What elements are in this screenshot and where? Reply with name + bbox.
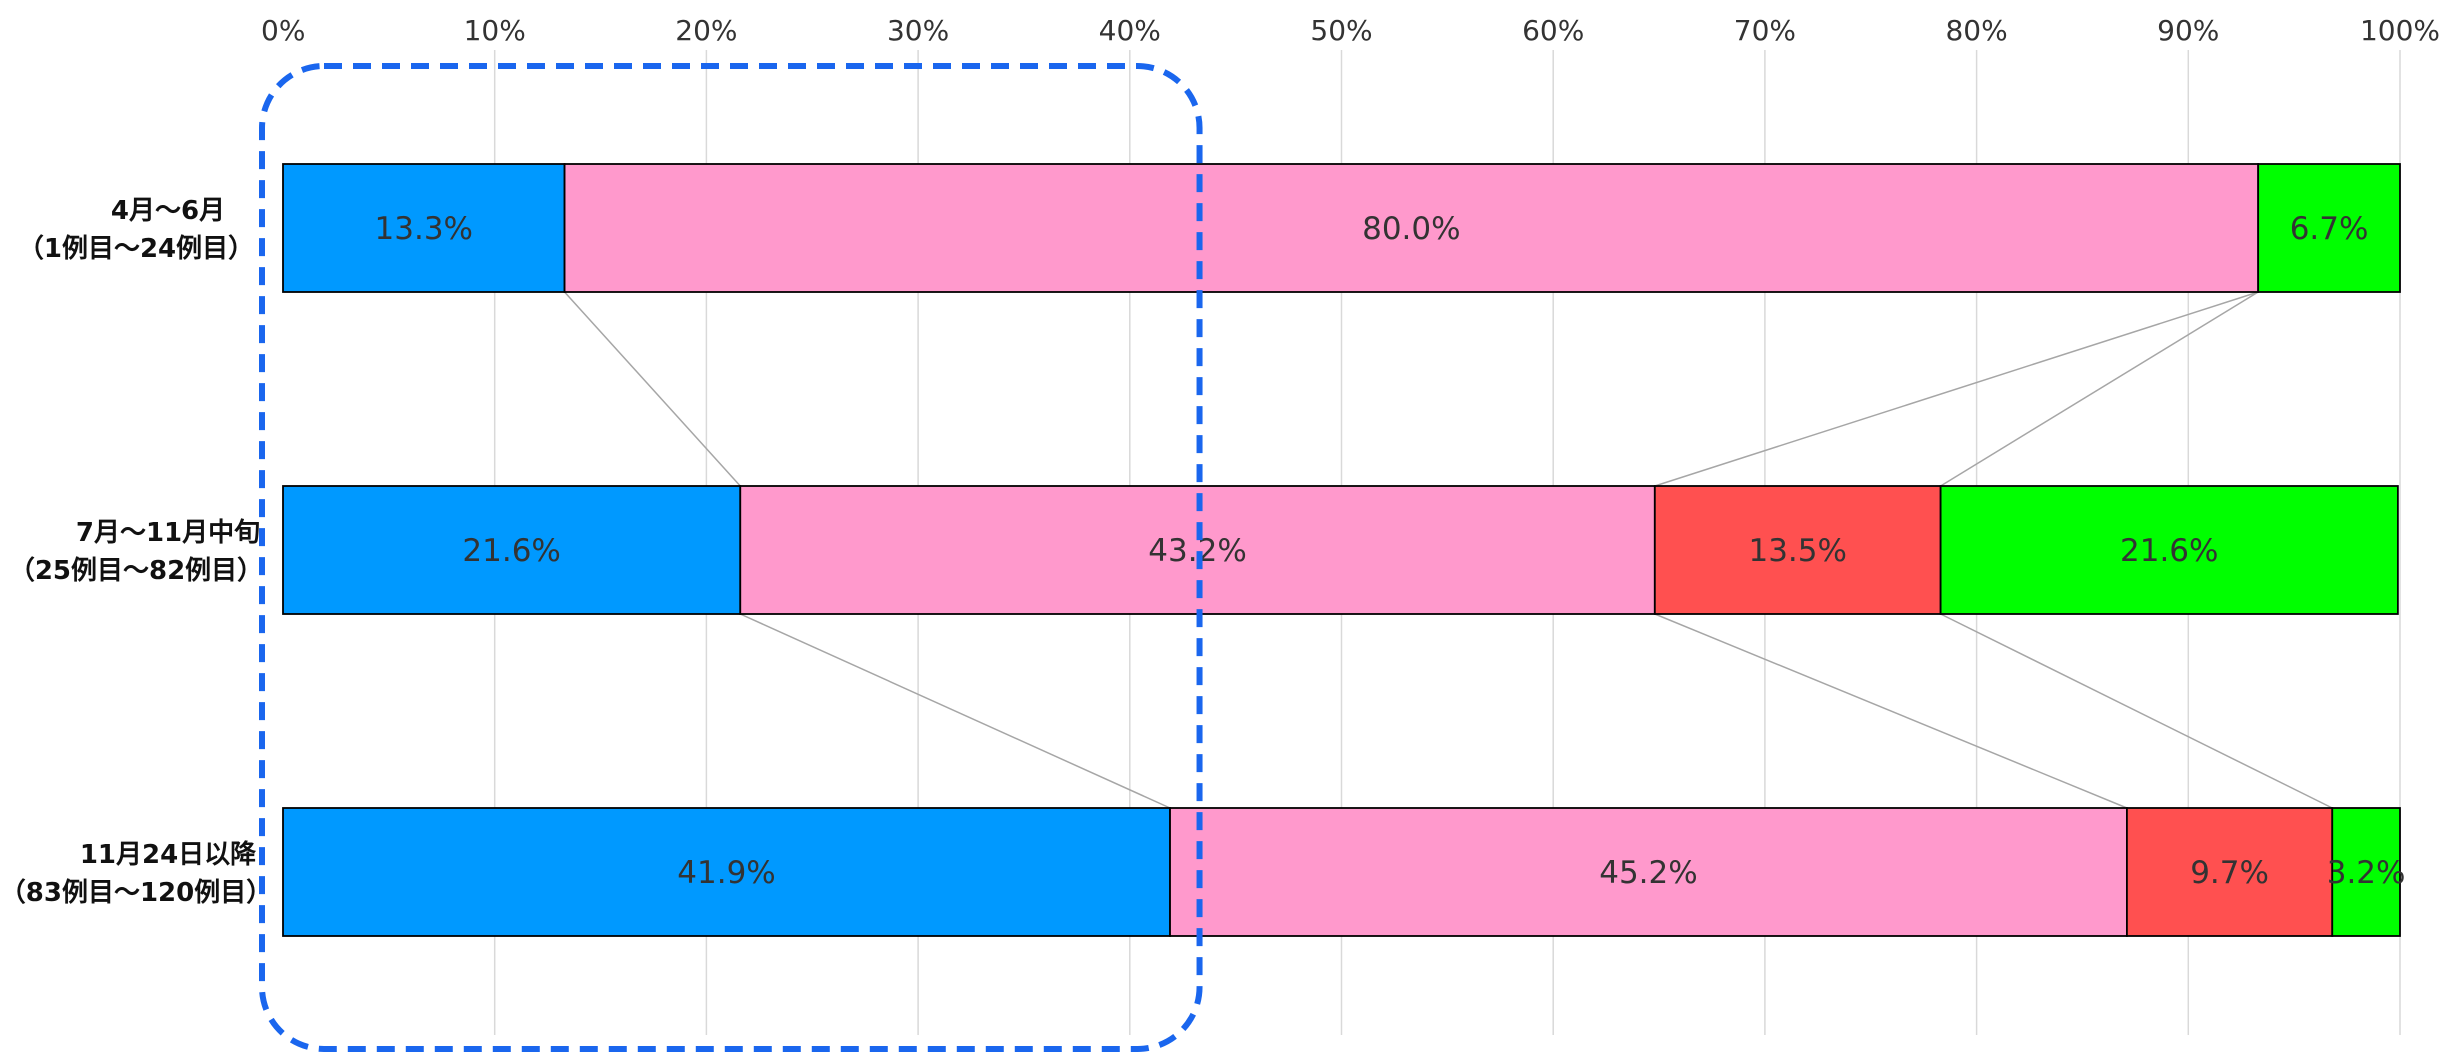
- series-lines: [564, 291, 2333, 809]
- category-label-line1: 7月～11月中旬: [76, 518, 260, 548]
- bar-segment: [282, 485, 742, 615]
- highlight-rect: [259, 63, 1203, 1052]
- data-label: 6.7%: [2290, 211, 2369, 247]
- series-line: [1940, 291, 2259, 487]
- x-tick-label: 70%: [1734, 14, 1796, 47]
- data-label: 13.5%: [1748, 533, 1846, 569]
- bar-segment: [282, 807, 1171, 937]
- category-label-line2: （83例目～120例目）: [0, 878, 272, 908]
- x-tick-label: 100%: [2360, 14, 2440, 47]
- x-tick-label: 50%: [1310, 14, 1372, 47]
- series-line: [1654, 291, 2259, 487]
- bars: 13.3% 80.0% 6.7%21.6% 43.2% 13.5% 21.6%41.9% 4…: [282, 163, 2406, 937]
- category-label-line2: （25例目～82例目）: [9, 556, 263, 586]
- data-label: 21.6%: [462, 533, 560, 569]
- category-label-line1: 4月～6月: [111, 196, 225, 226]
- series-line: [1940, 613, 2333, 809]
- bar-segment: [2331, 807, 2401, 937]
- data-label: 45.2%: [1599, 855, 1697, 891]
- bar-segment: [563, 163, 2260, 293]
- x-tick-label: 40%: [1099, 14, 1161, 47]
- x-tick-label: 10%: [464, 14, 526, 47]
- bar-segment: [1169, 807, 2128, 937]
- x-tick-label: 20%: [675, 14, 737, 47]
- series-line: [1654, 613, 2128, 809]
- bar-segment: [1653, 485, 1942, 615]
- series-line: [739, 613, 1171, 809]
- bar-segment: [282, 163, 566, 293]
- bar-segment: [2257, 163, 2401, 293]
- x-tick-label: 80%: [1945, 14, 2007, 47]
- data-label: 21.6%: [2120, 533, 2218, 569]
- bar-segment: [1939, 485, 2399, 615]
- data-label: 80.0%: [1362, 211, 1460, 247]
- bar-segment: [2126, 807, 2334, 937]
- data-label: 41.9%: [677, 855, 775, 891]
- x-tick-label: 30%: [887, 14, 949, 47]
- data-label: 3.2%: [2327, 855, 2406, 891]
- highlight-box: [259, 63, 1203, 1052]
- series-line: [564, 291, 741, 487]
- x-axis-tick-labels: 0% 10% 20% 30% 40% 50% 60% 70% 80% 90% 100%: [261, 14, 2440, 47]
- data-label: 13.3%: [375, 211, 473, 247]
- data-label: 9.7%: [2190, 855, 2269, 891]
- category-label-line1: 11月24日以降: [80, 840, 257, 870]
- x-tick-label: 60%: [1522, 14, 1584, 47]
- category-label-line2: （1例目～24例目）: [18, 234, 254, 264]
- x-tick-label: 0%: [261, 14, 305, 47]
- category-labels: 4月～6月 （1例目～24例目） 7月～11月中旬 （25例目～82例目） 11月24日…: [0, 196, 272, 908]
- x-tick-label: 90%: [2157, 14, 2219, 47]
